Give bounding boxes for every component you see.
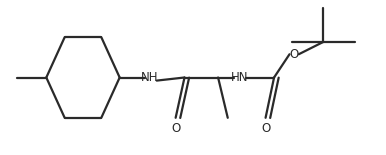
Text: HN: HN [230,71,248,84]
Text: O: O [290,48,299,61]
Text: O: O [171,122,180,135]
Text: NH: NH [141,71,159,84]
Text: O: O [261,122,270,135]
